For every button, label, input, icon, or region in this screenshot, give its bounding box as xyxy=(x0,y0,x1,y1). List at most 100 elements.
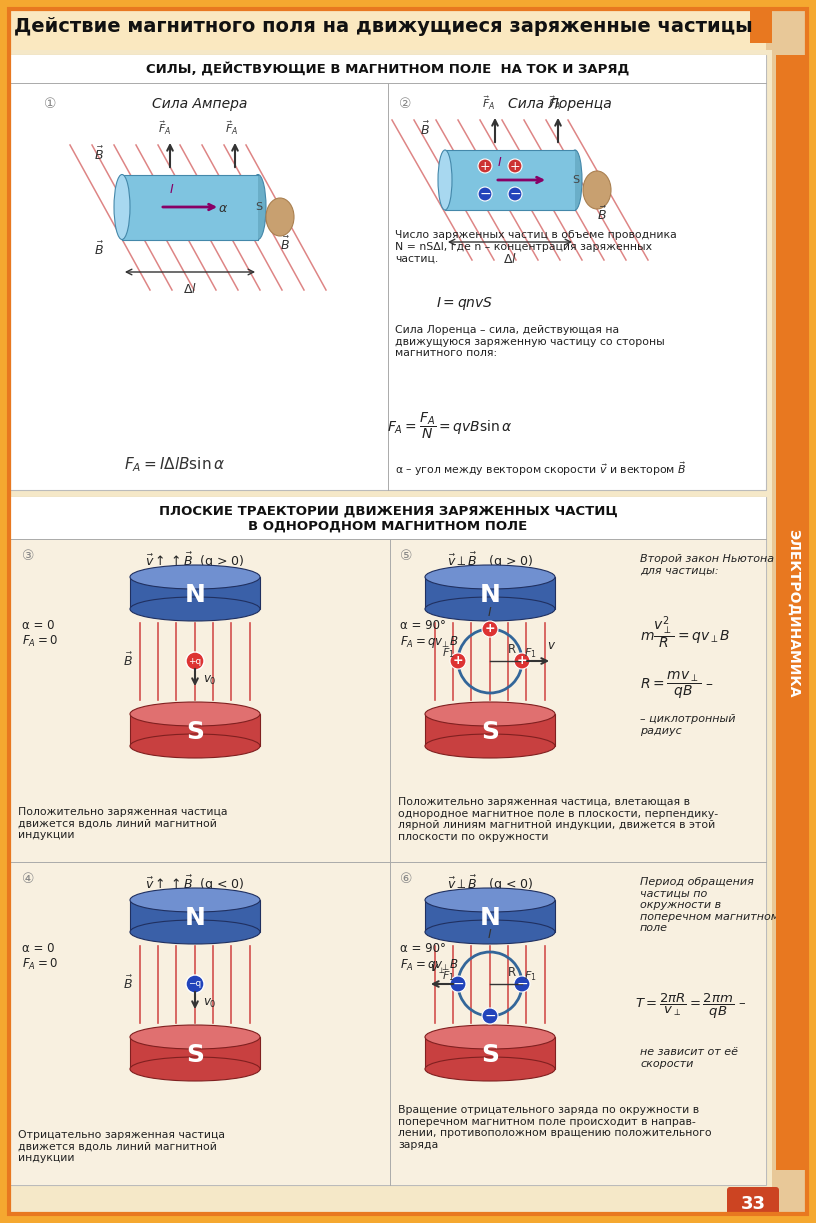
Text: N: N xyxy=(480,583,500,607)
Text: +q: +q xyxy=(188,657,202,665)
Text: $\vec{B}$: $\vec{B}$ xyxy=(420,121,430,138)
Text: −: − xyxy=(452,977,463,991)
FancyBboxPatch shape xyxy=(390,862,766,1185)
FancyBboxPatch shape xyxy=(10,497,766,1185)
Text: $F_A = I\Delta lB\sin\alpha$: $F_A = I\Delta lB\sin\alpha$ xyxy=(125,456,225,475)
Ellipse shape xyxy=(425,920,555,944)
Text: I: I xyxy=(170,183,174,196)
Text: $\Delta l$: $\Delta l$ xyxy=(183,283,197,296)
Circle shape xyxy=(514,653,530,669)
Text: ①: ① xyxy=(44,97,56,111)
Ellipse shape xyxy=(130,597,260,621)
Text: ⑤: ⑤ xyxy=(400,549,413,563)
Text: $\vec{B}$: $\vec{B}$ xyxy=(597,205,607,223)
FancyBboxPatch shape xyxy=(10,862,390,1185)
Text: α = 0
$F_A = 0$: α = 0 $F_A = 0$ xyxy=(22,942,58,972)
Text: Действие магнитного поля на движущиеся заряженные частицы: Действие магнитного поля на движущиеся з… xyxy=(14,17,752,37)
Text: N: N xyxy=(184,906,206,929)
Text: S: S xyxy=(255,202,263,212)
Text: $\vec{v}\perp\vec{B}$   (q > 0): $\vec{v}\perp\vec{B}$ (q > 0) xyxy=(447,552,533,571)
Ellipse shape xyxy=(583,171,611,209)
Text: −: − xyxy=(484,1009,496,1022)
Text: $R = \dfrac{mv_\perp}{qB}$ –: $R = \dfrac{mv_\perp}{qB}$ – xyxy=(640,669,714,701)
Text: $\vec{B}$: $\vec{B}$ xyxy=(280,236,290,253)
Ellipse shape xyxy=(425,1025,555,1049)
FancyBboxPatch shape xyxy=(10,539,390,862)
Text: $\vec{F}_A$: $\vec{F}_A$ xyxy=(482,94,495,111)
Circle shape xyxy=(186,652,204,670)
FancyBboxPatch shape xyxy=(390,539,766,862)
Text: +: + xyxy=(510,159,521,172)
Text: α – угол между вектором скорости $\vec{v}$ и вектором $\vec{B}$: α – угол между вектором скорости $\vec{v… xyxy=(395,460,686,478)
Circle shape xyxy=(450,653,466,669)
Text: ③: ③ xyxy=(22,549,34,563)
Ellipse shape xyxy=(130,734,260,758)
Ellipse shape xyxy=(266,198,294,236)
Text: $\vec{F}_A$: $\vec{F}_A$ xyxy=(225,120,238,137)
Text: – циклотронный
радиус: – циклотронный радиус xyxy=(640,714,735,735)
Text: I: I xyxy=(488,605,492,619)
Bar xyxy=(130,900,260,932)
Text: $\vec{v}\uparrow\uparrow\vec{B}$  (q > 0): $\vec{v}\uparrow\uparrow\vec{B}$ (q > 0) xyxy=(145,552,245,571)
Text: Вращение отрицательного заряда по окружности в
поперечном магнитном поле происхо: Вращение отрицательного заряда по окружн… xyxy=(398,1106,712,1150)
Text: I: I xyxy=(498,157,502,169)
Text: $\vec{B}$: $\vec{B}$ xyxy=(94,146,104,163)
FancyBboxPatch shape xyxy=(727,1188,779,1221)
Bar xyxy=(122,175,258,240)
Bar xyxy=(425,900,555,932)
Text: +: + xyxy=(453,654,463,668)
Ellipse shape xyxy=(250,175,266,240)
Ellipse shape xyxy=(130,1025,260,1049)
Text: Сила Лоренца – сила, действующая на
движущуюся заряженную частицу со стороны
маг: Сила Лоренца – сила, действующая на движ… xyxy=(395,325,665,358)
Circle shape xyxy=(482,621,498,637)
Ellipse shape xyxy=(438,150,452,210)
Text: ②: ② xyxy=(399,97,411,111)
Text: R: R xyxy=(508,966,517,978)
Ellipse shape xyxy=(425,565,555,589)
Text: $F_1$: $F_1$ xyxy=(442,646,455,659)
Text: $\vec{B}$: $\vec{B}$ xyxy=(94,241,104,258)
Text: $F_1$: $F_1$ xyxy=(524,969,537,983)
Text: −q: −q xyxy=(188,980,202,988)
Text: I: I xyxy=(488,928,492,942)
Ellipse shape xyxy=(130,1057,260,1081)
Text: Сила Ампера: Сила Ампера xyxy=(153,97,248,111)
Text: Положительно заряженная частица, влетающая в
однородное магнитное поле в плоскос: Положительно заряженная частица, влетающ… xyxy=(398,797,718,841)
Bar xyxy=(425,714,555,746)
Circle shape xyxy=(186,975,204,993)
Text: $T = \dfrac{2\pi R}{v_\perp} = \dfrac{2\pi m}{qB}$ –: $T = \dfrac{2\pi R}{v_\perp} = \dfrac{2\… xyxy=(635,992,746,1021)
Ellipse shape xyxy=(130,702,260,726)
Circle shape xyxy=(514,976,530,992)
Text: S: S xyxy=(186,1043,204,1066)
Text: $v_0$: $v_0$ xyxy=(203,997,216,1010)
Text: $F_A = \dfrac{F_A}{N} = qvB\sin\alpha$: $F_A = \dfrac{F_A}{N} = qvB\sin\alpha$ xyxy=(388,410,512,440)
Text: $\alpha$: $\alpha$ xyxy=(218,202,228,215)
Text: α = 90°
$F_A = qv_⊥B$: α = 90° $F_A = qv_⊥B$ xyxy=(400,942,459,974)
Text: не зависит от её
скорости: не зависит от её скорости xyxy=(640,1047,738,1069)
Text: +: + xyxy=(517,654,527,668)
Text: $v$: $v$ xyxy=(547,638,556,652)
Text: Отрицательно заряженная частица
движется вдоль линий магнитной
индукции: Отрицательно заряженная частица движется… xyxy=(18,1130,225,1163)
Text: $\vec{v}\uparrow\uparrow\vec{B}$  (q < 0): $\vec{v}\uparrow\uparrow\vec{B}$ (q < 0) xyxy=(145,874,245,894)
Bar xyxy=(130,714,260,746)
Ellipse shape xyxy=(425,734,555,758)
Text: $F_1$: $F_1$ xyxy=(524,646,537,659)
Circle shape xyxy=(478,159,492,172)
Text: +: + xyxy=(480,159,490,172)
Text: N: N xyxy=(480,906,500,929)
FancyBboxPatch shape xyxy=(6,50,772,1213)
Text: S: S xyxy=(573,175,579,185)
Bar xyxy=(130,577,260,609)
Text: Сила Лоренца: Сила Лоренца xyxy=(508,97,612,111)
Ellipse shape xyxy=(130,565,260,589)
Text: ЭЛЕКТРОДИНАМИКА: ЭЛЕКТРОДИНАМИКА xyxy=(786,528,800,697)
Text: $I = qnvS$: $I = qnvS$ xyxy=(437,295,494,312)
Text: СИЛЫ, ДЕЙСТВУЮЩИЕ В МАГНИТНОМ ПОЛЕ  НА ТОК И ЗАРЯД: СИЛЫ, ДЕЙСТВУЮЩИЕ В МАГНИТНОМ ПОЛЕ НА ТО… xyxy=(146,62,630,76)
Text: −: − xyxy=(479,187,490,201)
Text: $\vec{B}$: $\vec{B}$ xyxy=(123,652,133,669)
Text: $F_1$: $F_1$ xyxy=(442,969,455,983)
FancyBboxPatch shape xyxy=(750,9,772,43)
Text: α = 90°
$F_A = qv_⊥B$: α = 90° $F_A = qv_⊥B$ xyxy=(400,619,459,651)
Text: $m\dfrac{v^2_\perp}{R} = qv_\perp B$: $m\dfrac{v^2_\perp}{R} = qv_\perp B$ xyxy=(640,614,730,651)
Ellipse shape xyxy=(425,888,555,912)
